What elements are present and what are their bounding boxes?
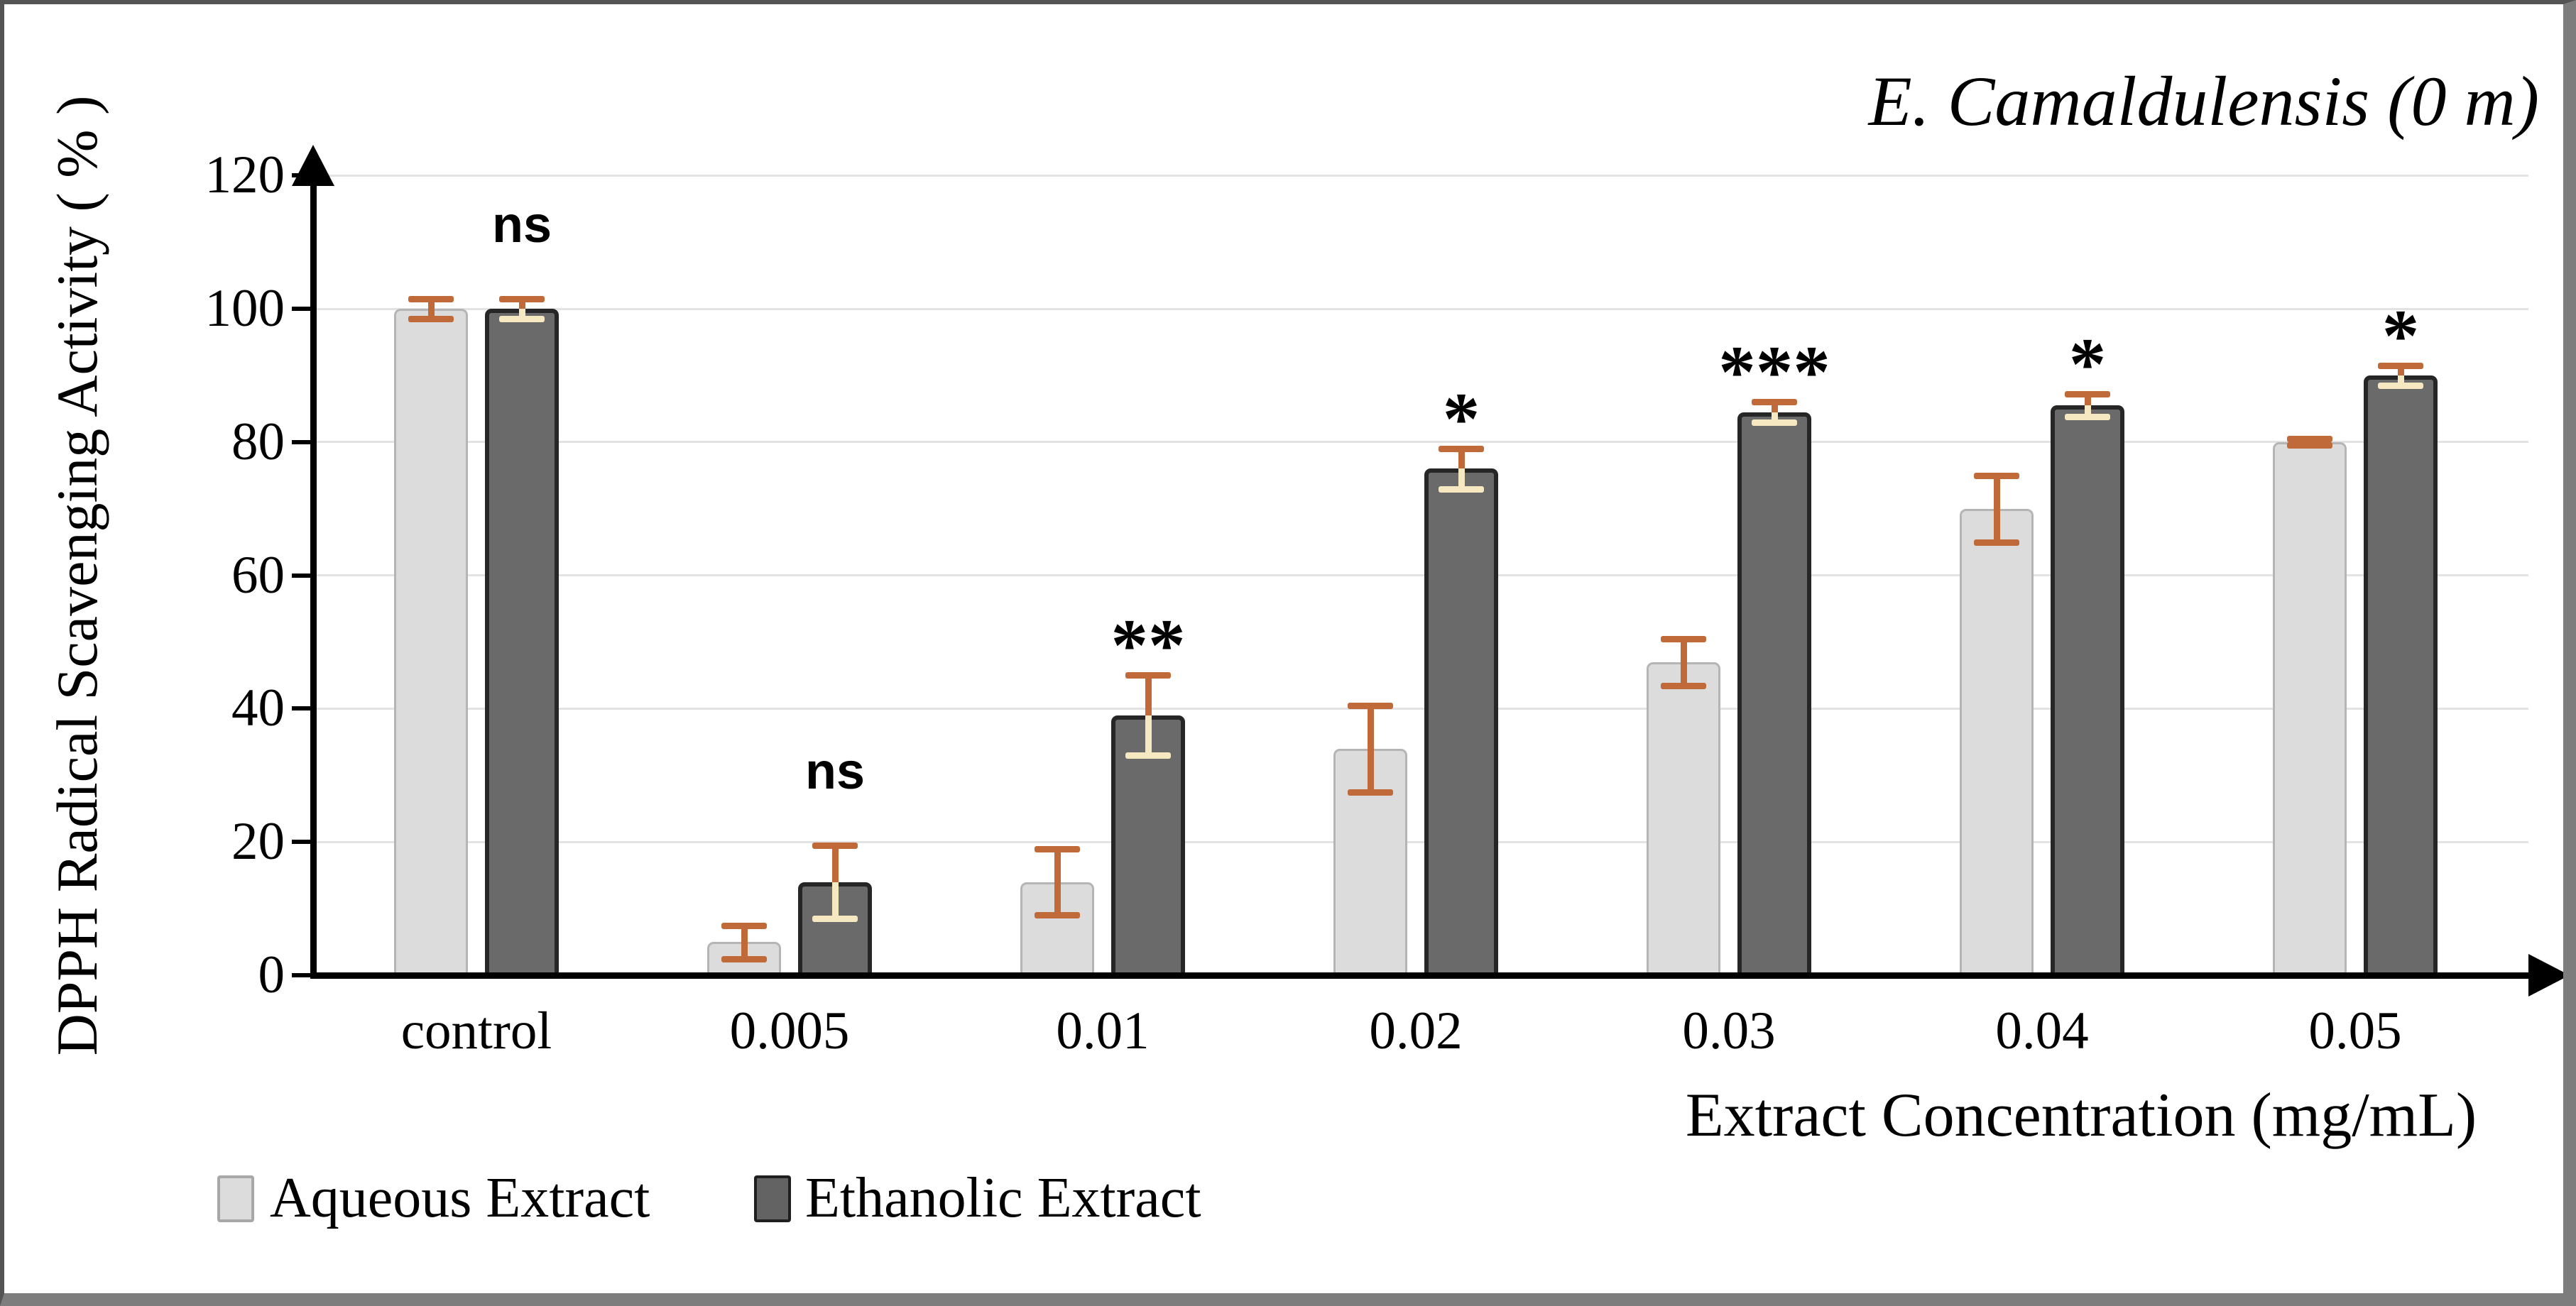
x-tick-label: 0.02	[1369, 1002, 1463, 1060]
y-tick-label: 0	[258, 945, 285, 1004]
error-bar-line	[1367, 748, 1374, 792]
gridline	[313, 441, 2528, 444]
legend-swatch-aqueous	[217, 1175, 254, 1222]
bar-ethanolic-0.05	[2364, 375, 2438, 975]
y-axis-tick	[292, 840, 313, 845]
plot-area: 0 20 40 60 80 100 120 ns control ns 0.005 ** 0.01 * 0.…	[4, 4, 2563, 1293]
error-bar-line	[1458, 468, 1465, 489]
error-bar-line	[831, 882, 839, 919]
bar-ethanolic-0.03	[1737, 412, 1811, 975]
error-bar-line	[1771, 412, 1778, 422]
error-bar-cap-bottom	[1035, 912, 1080, 919]
y-tick-label: 100	[204, 279, 285, 338]
x-tick-label: 0.05	[2308, 1002, 2402, 1060]
gridline	[313, 174, 2528, 177]
error-bar-cap-bottom	[812, 916, 858, 923]
x-tick-label: 0.03	[1682, 1002, 1776, 1060]
error-bar-line	[1367, 705, 1374, 749]
gridline	[313, 574, 2528, 577]
y-tick-label: 80	[231, 412, 285, 471]
error-bar-cap-bottom	[2287, 442, 2332, 449]
significance-label: *	[1442, 377, 1480, 461]
error-bar-line	[1054, 882, 1061, 916]
y-tick-label: 20	[231, 812, 285, 872]
x-axis-title: Extract Concentration (mg/mL)	[1685, 1081, 2477, 1150]
legend-label-aqueous: Aqueous Extract	[270, 1167, 650, 1229]
error-bar-line	[1993, 508, 2000, 542]
error-bar-line	[2397, 365, 2404, 375]
error-bar-cap-bottom	[2065, 414, 2110, 421]
bar-aqueous-control	[394, 309, 468, 975]
error-bar-line	[518, 298, 525, 309]
significance-label: ns	[491, 196, 552, 253]
x-tick-label: control	[400, 1002, 552, 1060]
y-axis-line	[310, 182, 317, 978]
legend-label-ethanolic: Ethanolic Extract	[805, 1167, 1201, 1229]
bar-ethanolic-control	[485, 309, 559, 975]
gridline	[313, 307, 2528, 310]
error-bar-cap-bottom	[1348, 789, 1393, 796]
y-axis-tick	[292, 439, 313, 444]
error-bar-line	[1680, 662, 1687, 686]
error-bar-cap-bottom	[499, 316, 545, 323]
error-bar-line	[2084, 394, 2091, 406]
significance-label: ns	[804, 742, 866, 800]
bar-aqueous-0.04	[1960, 508, 2034, 975]
error-bar-line	[1771, 402, 1778, 412]
error-bar-cap-bottom	[1125, 752, 1171, 759]
y-tick-label: 60	[231, 545, 285, 605]
bar-ethanolic-0.02	[1424, 468, 1498, 975]
error-bar-line	[1145, 715, 1152, 756]
y-axis-tick	[292, 307, 313, 311]
error-bar-cap-bottom	[1661, 682, 1706, 689]
y-axis-tick	[292, 706, 313, 711]
error-bar-line	[1680, 638, 1687, 662]
x-axis-line	[310, 972, 2528, 979]
error-bar-line	[2397, 375, 2404, 385]
x-axis-arrow	[2528, 954, 2563, 997]
error-bar-line	[1993, 475, 2000, 509]
x-tick-label: 0.01	[1056, 1002, 1150, 1060]
error-bar-line	[518, 309, 525, 319]
significance-label: *	[2068, 322, 2107, 406]
bar-aqueous-0.03	[1647, 662, 1720, 975]
error-bar-cap-bottom	[408, 316, 454, 323]
y-axis-arrow	[292, 145, 334, 186]
legend-swatch-ethanolic	[754, 1175, 791, 1222]
x-tick-label: 0.005	[729, 1002, 850, 1060]
y-tick-label: 120	[204, 146, 285, 205]
x-tick-label: 0.04	[1995, 1002, 2089, 1060]
significance-label: *	[2381, 293, 2420, 377]
error-bar-cap-bottom	[721, 955, 767, 962]
error-bar-line	[1458, 449, 1465, 469]
error-bar-line	[1145, 675, 1152, 715]
error-bar-line	[2306, 439, 2313, 442]
y-axis-tick	[292, 973, 313, 977]
error-bar-cap-bottom	[1752, 419, 1797, 426]
error-bar-line	[741, 942, 748, 959]
error-bar-line	[427, 298, 435, 309]
significance-label: **	[1110, 603, 1186, 687]
bar-ethanolic-0.04	[2051, 405, 2124, 975]
y-axis-tick	[292, 573, 313, 578]
chart-title: E. Camaldulensis (0 m)	[1868, 62, 2539, 141]
y-tick-label: 40	[231, 679, 285, 738]
error-bar-line	[741, 925, 748, 943]
significance-label: ***	[1718, 330, 1830, 414]
error-bar-line	[2084, 405, 2091, 417]
error-bar-line	[427, 309, 435, 319]
gridline	[313, 707, 2528, 710]
bar-aqueous-0.05	[2273, 441, 2347, 975]
gridline	[313, 840, 2528, 843]
error-bar-line	[1054, 848, 1061, 882]
error-bar-cap-bottom	[1439, 485, 1484, 493]
error-bar-cap-bottom	[2378, 382, 2423, 389]
error-bar-cap-bottom	[1974, 539, 2019, 546]
error-bar-line	[831, 845, 839, 882]
